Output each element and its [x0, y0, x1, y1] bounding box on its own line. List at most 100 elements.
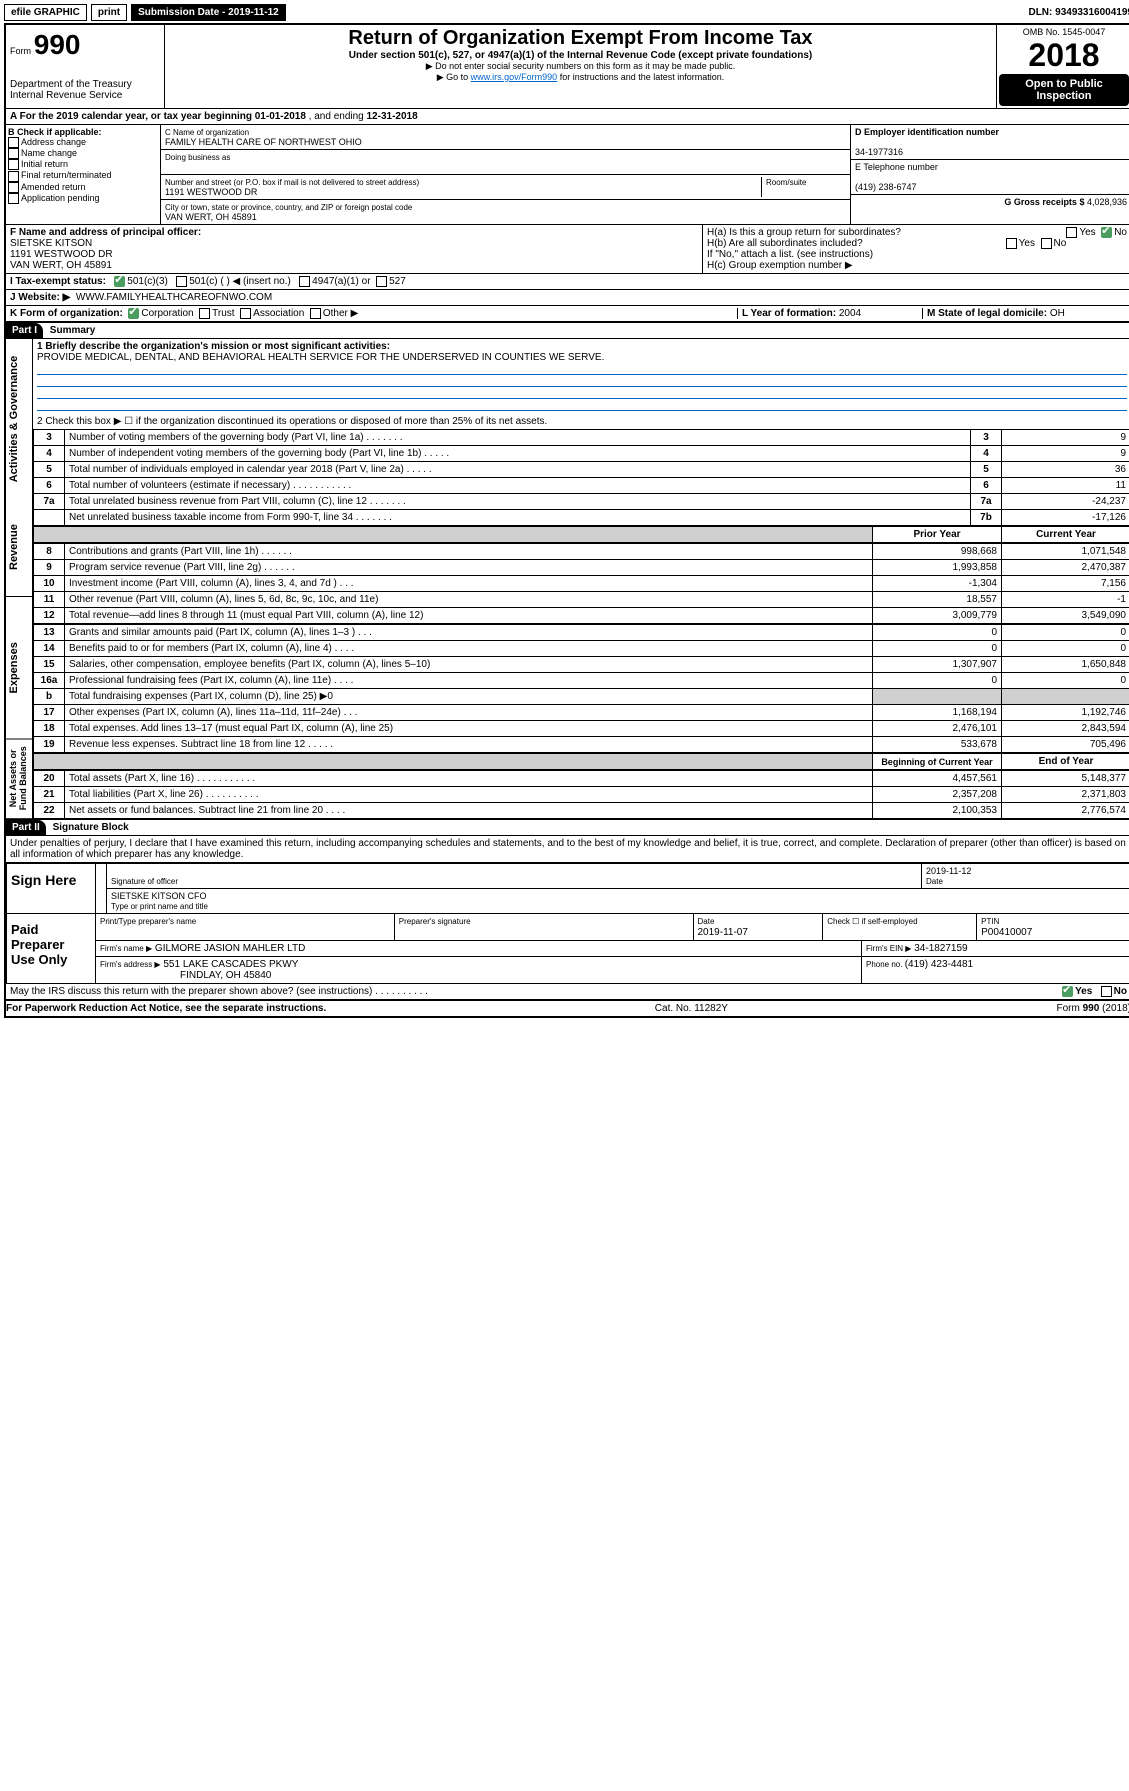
org-name-cell: C Name of organization FAMILY HEALTH CAR…	[161, 125, 850, 150]
dba-label: Doing business as	[165, 153, 230, 162]
prior-year-value: -1,304	[873, 576, 1002, 592]
table-row: 15 Salaries, other compensation, employe…	[34, 657, 1129, 673]
underline-3	[37, 388, 1127, 399]
line-label: Investment income (Part VIII, column (A)…	[65, 576, 873, 592]
527-label: 527	[389, 276, 406, 287]
col-ref: 5	[971, 462, 1002, 478]
hb-yes-label: Yes	[1019, 238, 1035, 249]
discuss-yes-label: Yes	[1075, 986, 1092, 997]
prior-year-value: 1,168,194	[873, 705, 1002, 721]
table-row: 4 Number of independent voting members o…	[34, 446, 1129, 462]
dba-cell: Doing business as	[161, 150, 850, 175]
app-pending-checkbox[interactable]	[8, 193, 19, 204]
current-year-value: 0	[1002, 673, 1129, 689]
current-year-value: 7,156	[1002, 576, 1129, 592]
table-row: 19 Revenue less expenses. Subtract line …	[34, 737, 1129, 753]
amended-return-checkbox[interactable]	[8, 182, 19, 193]
current-year-value: -1	[1002, 592, 1129, 608]
trust-checkbox[interactable]	[199, 308, 210, 319]
initial-return-checkbox[interactable]	[8, 159, 19, 170]
city-label: City or town, state or province, country…	[165, 203, 412, 212]
line-label: Number of voting members of the governin…	[65, 430, 971, 446]
title-cell: Return of Organization Exempt From Incom…	[165, 25, 996, 109]
hb-yes-checkbox[interactable]	[1006, 238, 1017, 249]
final-return-checkbox[interactable]	[8, 171, 19, 182]
501c3-checkbox[interactable]	[114, 276, 125, 287]
year-formation: 2004	[839, 308, 861, 319]
officer-label: F Name and address of principal officer:	[10, 227, 201, 238]
year-formation-label: L Year of formation:	[742, 308, 839, 319]
sign-here-block: Sign Here Signature of officer 2019-11-1…	[6, 863, 1129, 914]
527-checkbox[interactable]	[376, 276, 387, 287]
line-value: -17,126	[1002, 510, 1129, 526]
line-value: 9	[1002, 446, 1129, 462]
part1-badge: Part I	[6, 323, 43, 338]
gross-receipts-cell: G Gross receipts $ 4,028,936	[851, 195, 1129, 209]
name-change-checkbox[interactable]	[8, 148, 19, 159]
501c-other-checkbox[interactable]	[176, 276, 187, 287]
prep-sig-label: Preparer's signature	[399, 917, 471, 926]
line-num: 6	[34, 478, 65, 494]
corp-checkbox[interactable]	[128, 308, 139, 319]
prior-year-value: 1,307,907	[873, 657, 1002, 673]
line-label: Total liabilities (Part X, line 26) . . …	[65, 787, 873, 803]
subtitle: Under section 501(c), 527, or 4947(a)(1)…	[167, 50, 994, 61]
hc-label: H(c) Group exemption number ▶	[707, 260, 1127, 271]
current-year-value: 2,776,574	[1002, 803, 1129, 819]
form-header: Form 990 Department of the Treasury Inte…	[6, 25, 1129, 109]
line-value: -24,237	[1002, 494, 1129, 510]
firm-name-label: Firm's name ▶	[100, 944, 152, 953]
sig-date: 2019-11-12	[926, 866, 971, 876]
line-num: 13	[34, 625, 65, 641]
table-row: 12 Total revenue—add lines 8 through 11 …	[34, 608, 1129, 624]
firm-phone-cell: Phone no. (419) 423-4481	[862, 957, 1129, 983]
ptin-value: P00410007	[981, 927, 1032, 938]
officer-addr2: VAN WERT, OH 45891	[10, 260, 112, 271]
omb-cell: OMB No. 1545-0047 2018 Open to Public In…	[996, 25, 1129, 109]
form-prefix: Form	[10, 46, 31, 56]
ha-yes-checkbox[interactable]	[1066, 227, 1077, 238]
prior-year-value: 0	[873, 673, 1002, 689]
firm-addr-label: Firm's address ▶	[100, 960, 161, 969]
part2-header-row: Part II Signature Block	[6, 819, 1129, 836]
table-row: 22 Net assets or fund balances. Subtract…	[34, 803, 1129, 819]
net-header-table: Beginning of Current Year End of Year	[33, 753, 1129, 770]
hb-no-checkbox[interactable]	[1041, 238, 1052, 249]
table-row: 10 Investment income (Part VIII, column …	[34, 576, 1129, 592]
ein-cell: D Employer identification number 34-1977…	[851, 125, 1129, 160]
form990-link[interactable]: www.irs.gov/Form990	[471, 72, 558, 82]
hb-no-label: No	[1054, 238, 1067, 249]
line-label: Revenue less expenses. Subtract line 18 …	[65, 737, 873, 753]
line1-label: 1 Briefly describe the organization's mi…	[37, 341, 390, 352]
discuss-yes-checkbox[interactable]	[1062, 986, 1073, 997]
sign-here-label: Sign Here	[7, 864, 95, 913]
4947-checkbox[interactable]	[299, 276, 310, 287]
firm-ein-label: Firm's EIN ▶	[866, 944, 911, 953]
section-b-label: B Check if applicable:	[8, 127, 102, 137]
addr-change-checkbox[interactable]	[8, 137, 19, 148]
line-label: Total unrelated business revenue from Pa…	[65, 494, 971, 510]
table-row: 20 Total assets (Part X, line 16) . . . …	[34, 771, 1129, 787]
line-label: Salaries, other compensation, employee b…	[65, 657, 873, 673]
prior-year-value: 18,557	[873, 592, 1002, 608]
section-f: F Name and address of principal officer:…	[6, 225, 703, 273]
prior-year-header: Prior Year	[873, 527, 1002, 543]
ptin-label: PTIN	[981, 917, 999, 926]
line-num: 5	[34, 462, 65, 478]
print-button[interactable]: print	[91, 4, 127, 21]
firm-addr1: 551 LAKE CASCADES PKWY	[163, 959, 298, 970]
table-row: 21 Total liabilities (Part X, line 26) .…	[34, 787, 1129, 803]
sig-officer-label: Signature of officer	[111, 877, 178, 886]
line-num: 11	[34, 592, 65, 608]
hb-label: H(b) Are all subordinates included?	[707, 238, 863, 249]
ha-no-checkbox[interactable]	[1101, 227, 1112, 238]
table-row: 14 Benefits paid to or for members (Part…	[34, 641, 1129, 657]
section-fh: F Name and address of principal officer:…	[6, 225, 1129, 274]
other-checkbox[interactable]	[310, 308, 321, 319]
discuss-no-checkbox[interactable]	[1101, 986, 1112, 997]
irs-label: Internal Revenue Service	[10, 90, 160, 101]
ha-label: H(a) Is this a group return for subordin…	[707, 227, 901, 238]
section-h: H(a) Is this a group return for subordin…	[703, 225, 1129, 273]
current-year-value: 0	[1002, 641, 1129, 657]
assoc-checkbox[interactable]	[240, 308, 251, 319]
